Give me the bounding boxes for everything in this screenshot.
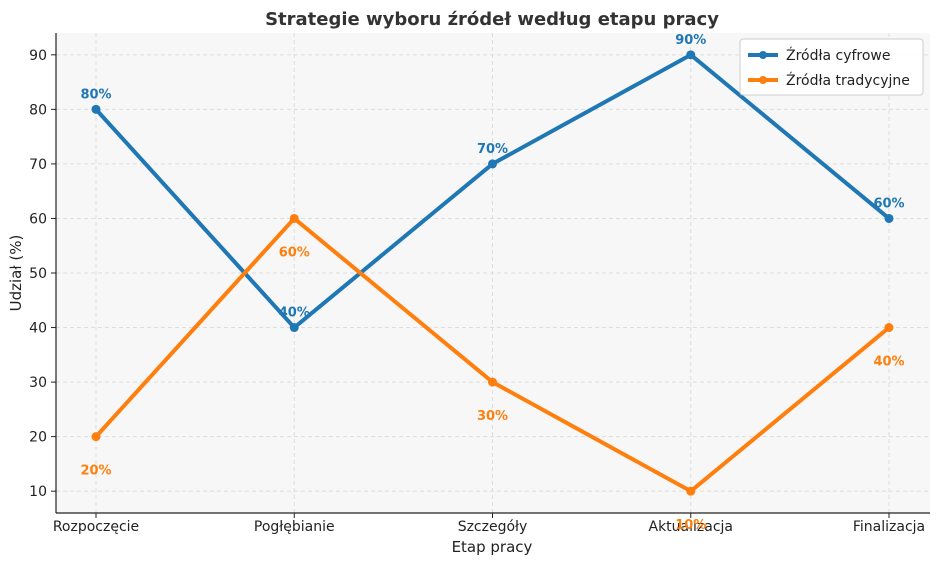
data-label-1-2: 30% [477,409,508,424]
y-tick-label: 40 [29,321,47,337]
data-point-1-1 [289,213,299,223]
y-tick-label: 30 [29,375,47,391]
x-tick-label: Pogłębianie [254,519,335,535]
x-tick-label: Szczegóły [458,519,528,535]
data-label-1-1: 60% [279,245,310,260]
y-axis-ticks: 10 20 30 40 50 60 70 80 90 [29,48,56,500]
chart-title: Strategie wyboru źródeł według etapu pra… [265,9,719,30]
data-point-0-3 [686,50,696,60]
data-label-0-4: 60% [873,196,904,211]
data-point-0-1 [289,323,299,333]
y-axis-label: Udział (%) [7,235,25,312]
x-axis-label: Etap pracy [452,538,533,556]
series-layer [91,50,894,496]
data-label-1-0: 20% [80,464,111,479]
data-label-1-4: 40% [873,355,904,370]
data-labels: 80% 40% 70% 90% 60% 20% 60% 30% 10% 40% [80,33,904,533]
legend-entry-1: Źródła tradycyjne [786,71,910,89]
data-point-0-4 [884,213,894,223]
legend-entry-0: Źródła cyfrowe [786,46,891,64]
data-point-1-2 [488,377,497,387]
x-tick-label: Finalizacja [853,519,925,535]
y-tick-label: 80 [29,102,47,118]
y-tick-label: 20 [29,430,47,446]
x-tick-label: Rozpoczęcie [53,519,139,535]
y-tick-label: 50 [29,266,47,282]
legend-box [739,38,924,96]
y-tick-label: 10 [29,484,47,500]
legend-marker-0 [759,51,767,59]
y-tick-label: 90 [29,48,47,64]
y-tick-label: 70 [29,157,47,173]
x-axis-ticks: Rozpoczęcie Pogłębianie Szczegóły Aktualiza… [53,513,925,535]
legend: Źródła cyfrowe Źródła tradycyjne [739,38,924,96]
data-point-1-3 [686,486,696,496]
legend-marker-1 [759,76,767,84]
data-label-0-2: 70% [477,142,508,157]
data-label-0-1: 40% [279,306,310,321]
data-point-0-2 [488,159,497,169]
data-label-0-3: 90% [675,33,706,48]
data-label-1-3: 10% [675,518,706,533]
data-point-1-4 [884,323,894,333]
x-tick-label: Aktualizacja [649,519,734,535]
data-label-0-0: 80% [80,87,111,102]
y-tick-label: 60 [29,211,47,227]
data-point-0-0 [91,104,101,114]
data-point-1-0 [91,432,101,442]
